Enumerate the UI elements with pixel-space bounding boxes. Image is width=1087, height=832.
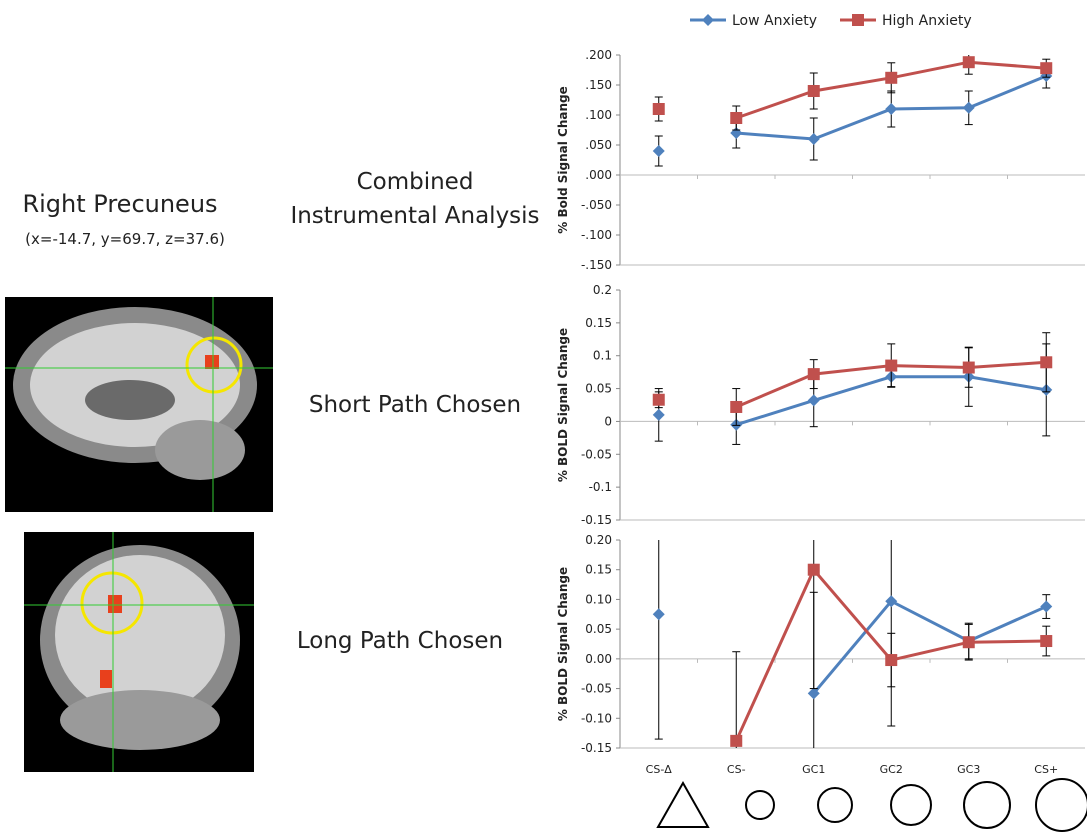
stimulus-shapes [658, 779, 1087, 831]
marker [1040, 601, 1052, 613]
page: -.150 -.100 -.050 .000 .050 .100 .150 .200 % Bol… [0, 0, 1087, 832]
plot [653, 451, 1053, 830]
marker [653, 103, 665, 115]
x-tick-label: CS+ [1034, 763, 1058, 776]
y-tick-label: 0.15 [585, 563, 612, 577]
marker [885, 72, 897, 84]
marker [808, 133, 820, 145]
figure: -.150 -.100 -.050 .000 .050 .100 .150 .200 % Bol… [0, 0, 1087, 832]
y-axis-title: % BOLD Signal Change [556, 567, 570, 721]
y-tick-label: 0.15 [585, 316, 612, 330]
y-tick-label: -0.05 [581, 447, 612, 461]
legend-label: High Anxiety [882, 13, 972, 29]
y-tick-label: 0.2 [593, 283, 612, 297]
y-tick-label: -0.10 [581, 711, 612, 725]
coordinates: (x=-14.7, y=69.7, z=37.6) [0, 230, 250, 248]
y-tick-label: -.050 [581, 198, 612, 212]
y-axis-title: % BOLD Signal Change [556, 328, 570, 482]
marker [1040, 62, 1052, 74]
coronal-image [24, 532, 254, 772]
y-tick-label: -.150 [581, 258, 612, 272]
y-axis-title: % Bold Signal Change [556, 86, 570, 233]
legend-marker [702, 14, 714, 26]
y-tick-label: .050 [585, 138, 612, 152]
marker [653, 145, 665, 157]
y-tick-label: -0.1 [589, 480, 612, 494]
y-tick-label: -0.05 [581, 682, 612, 696]
y-tick-label: 0.05 [585, 622, 612, 636]
region-title: Right Precuneus [0, 190, 240, 218]
charts: -.150 -.100 -.050 .000 .050 .100 .150 .200 % Bol… [556, 13, 1085, 830]
y-tick-label: 0 [604, 414, 612, 428]
panel-title: Combined Instrumental Analysis [285, 165, 545, 233]
y-tick-label: 0.05 [585, 382, 612, 396]
plot [653, 333, 1053, 445]
marker [885, 360, 897, 372]
legend-marker [852, 14, 864, 26]
x-tick-label: GC1 [802, 763, 825, 776]
y-tick-label: 0.10 [585, 592, 612, 606]
marker [963, 102, 975, 114]
marker [653, 409, 665, 421]
marker [963, 56, 975, 68]
y-tick-label: -.100 [581, 228, 612, 242]
x-tick-label: GC2 [880, 763, 903, 776]
series-line [814, 601, 1047, 693]
y-tick-label: 0.00 [585, 652, 612, 666]
y-tick-label: 0.1 [593, 349, 612, 363]
y-tick-label: .200 [585, 48, 612, 62]
marker [1040, 356, 1052, 368]
marker [808, 394, 820, 406]
marker [963, 636, 975, 648]
panel-title: Short Path Chosen [290, 392, 540, 418]
plot [653, 50, 1053, 166]
marker [808, 368, 820, 380]
x-tick-label: CS-Δ [646, 763, 673, 776]
y-tick-label: -0.15 [581, 513, 612, 527]
marker [808, 85, 820, 97]
marker [885, 654, 897, 666]
marker [1040, 635, 1052, 647]
marker [730, 735, 742, 747]
marker [653, 608, 665, 620]
x-tick-label: GC3 [957, 763, 980, 776]
x-tick-label: CS- [727, 763, 746, 776]
sagittal-image [5, 297, 273, 512]
y-tick-label: .100 [585, 108, 612, 122]
marker [885, 103, 897, 115]
legend-label: Low Anxiety [732, 13, 817, 29]
marker [730, 401, 742, 413]
y-tick-label: -0.15 [581, 741, 612, 755]
marker [653, 394, 665, 406]
y-tick-label: 0.20 [585, 533, 612, 547]
marker [730, 112, 742, 124]
y-tick-label: .150 [585, 78, 612, 92]
panel-title: Long Path Chosen [275, 628, 525, 654]
y-tick-label: .000 [585, 168, 612, 182]
marker [963, 362, 975, 374]
marker [808, 564, 820, 576]
